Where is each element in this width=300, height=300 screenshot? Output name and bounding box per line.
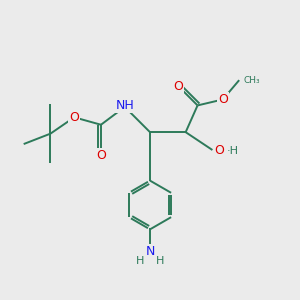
Text: O: O	[218, 93, 228, 106]
Text: O: O	[173, 80, 183, 93]
Text: N: N	[145, 244, 155, 258]
Text: NH: NH	[116, 99, 134, 112]
Text: O: O	[96, 149, 106, 162]
Text: ·H: ·H	[227, 146, 239, 156]
Text: CH₃: CH₃	[244, 76, 260, 85]
Text: H: H	[135, 256, 144, 266]
Text: H: H	[156, 256, 165, 266]
Text: O: O	[214, 143, 224, 157]
Text: O: O	[69, 111, 79, 124]
